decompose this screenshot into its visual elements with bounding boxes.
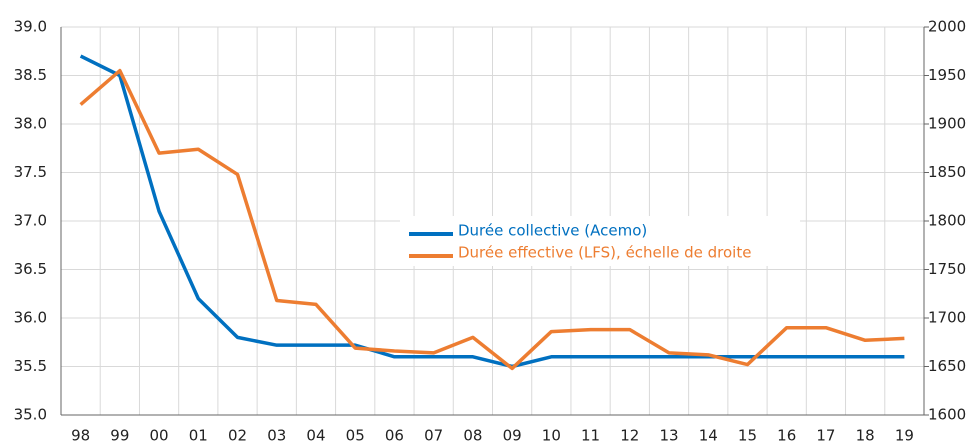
y2-tick-label: 1750 [928, 260, 966, 278]
legend-label: Durée collective (Acemo) [458, 222, 647, 240]
y-tick-label: 36.0 [14, 309, 47, 327]
y-tick-label: 35.0 [14, 406, 47, 424]
x-tick-label: 10 [542, 427, 561, 445]
x-tick-label: 03 [267, 427, 286, 445]
y-tick-label: 39.0 [14, 18, 47, 36]
y-tick-label: 36.5 [14, 260, 47, 278]
x-tick-label: 09 [503, 427, 522, 445]
y2-tick-label: 1850 [928, 163, 966, 181]
y2-tick-label: 1650 [928, 357, 966, 375]
y2-tick-label: 1900 [928, 115, 966, 133]
x-tick-label: 07 [424, 427, 443, 445]
y-tick-label: 37.0 [14, 212, 47, 230]
series-line [79, 68, 905, 371]
x-tick-label: 06 [385, 427, 404, 445]
x-tick-label: 02 [228, 427, 247, 445]
x-tick-label: 19 [895, 427, 914, 445]
x-tick-label: 99 [110, 427, 129, 445]
y-tick-label: 35.5 [14, 357, 47, 375]
legend-label: Durée effective (LFS), échelle de droite [458, 244, 751, 262]
x-tick-label: 04 [306, 427, 325, 445]
x-tick-label: 18 [856, 427, 875, 445]
y2-tick-label: 2000 [928, 18, 966, 36]
y2-tick-label: 1600 [928, 406, 966, 424]
x-tick-label: 01 [189, 427, 208, 445]
legend-box [400, 216, 800, 266]
series-line [79, 54, 905, 369]
x-tick-label: 13 [659, 427, 678, 445]
x-tick-label: 00 [150, 427, 169, 445]
x-tick-label: 08 [463, 427, 482, 445]
y2-tick-label: 1700 [928, 309, 966, 327]
y-tick-label: 38.0 [14, 115, 47, 133]
y-tick-label: 38.5 [14, 66, 47, 84]
x-tick-label: 98 [71, 427, 90, 445]
y2-tick-label: 1800 [928, 212, 966, 230]
x-tick-label: 12 [620, 427, 639, 445]
x-tick-label: 16 [777, 427, 796, 445]
y2-tick-label: 1950 [928, 66, 966, 84]
x-tick-label: 17 [816, 427, 835, 445]
x-tick-label: 05 [346, 427, 365, 445]
x-tick-label: 14 [699, 427, 718, 445]
y-tick-label: 37.5 [14, 163, 47, 181]
x-tick-label: 15 [738, 427, 757, 445]
x-tick-label: 11 [581, 427, 600, 445]
